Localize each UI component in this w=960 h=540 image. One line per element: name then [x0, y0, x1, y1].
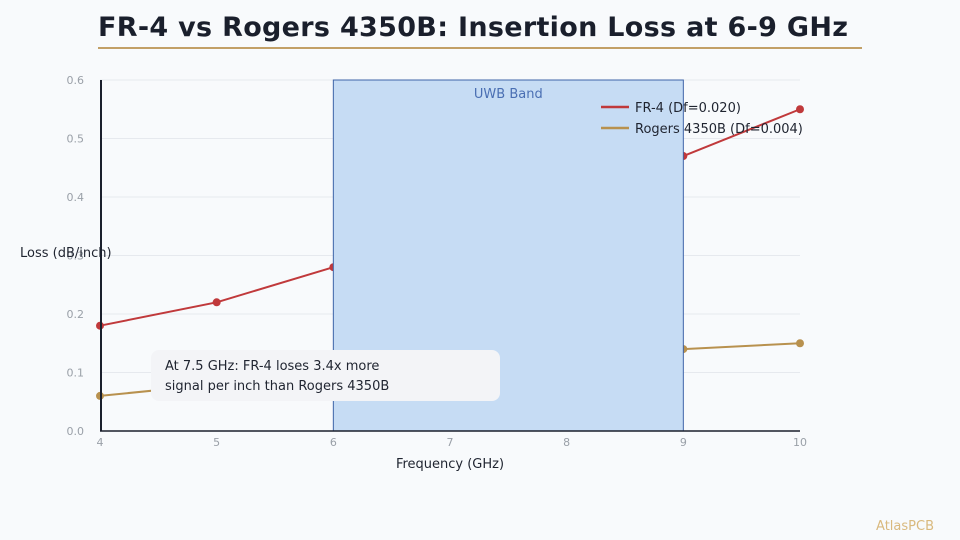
x-tick-label: 8	[563, 436, 570, 449]
data-point	[796, 105, 804, 114]
x-tick-label: 5	[213, 436, 220, 449]
y-tick-label: 0.1	[67, 367, 85, 380]
x-tick-label: 9	[680, 436, 687, 449]
annotation-callout: At 7.5 GHz: FR-4 loses 3.4x more signal …	[151, 350, 500, 401]
uwb-band: UWB Band	[332, 79, 684, 432]
axes	[100, 80, 800, 432]
uwb-band-label: UWB Band	[474, 87, 543, 102]
x-tick-label: 4	[97, 436, 104, 449]
x-tick-label: 7	[447, 436, 454, 449]
uwb-band-rect	[332, 79, 684, 432]
annotation-line-2: signal per inch than Rogers 4350B	[165, 379, 390, 394]
title-underline	[98, 47, 862, 49]
y-tick-label: 0.3	[67, 250, 85, 263]
y-tick-label: 0.0	[67, 425, 85, 438]
y-tick-label: 0.5	[67, 133, 85, 146]
y-tick-label: 0.2	[67, 308, 85, 321]
legend-label-2: Rogers 4350B (Df=0.004)	[635, 122, 803, 137]
data-point	[796, 339, 804, 348]
y-tick-label: 0.4	[67, 191, 85, 204]
chart-title: FR-4 vs Rogers 4350B: Insertion Loss at …	[98, 12, 849, 43]
x-axis-label: Frequency (GHz)	[396, 457, 504, 472]
x-tick-label: 10	[793, 436, 807, 449]
legend: FR-4 (Df=0.020) Rogers 4350B (Df=0.004)	[601, 101, 803, 137]
y-axis-label: Loss (dB/inch)	[20, 246, 112, 261]
brand-watermark: AtlasPCB	[876, 519, 934, 534]
y-tick-label: 0.6	[67, 74, 85, 87]
data-point	[212, 298, 221, 307]
annotation-line-1: At 7.5 GHz: FR-4 loses 3.4x more	[165, 359, 380, 374]
legend-label-1: FR-4 (Df=0.020)	[635, 101, 741, 116]
axis-ticks: 0.0 0.1 0.2 0.3 0.4 0.5 0.6 4 5 6 7 8 9 10	[67, 74, 808, 449]
x-tick-label: 6	[330, 436, 337, 449]
